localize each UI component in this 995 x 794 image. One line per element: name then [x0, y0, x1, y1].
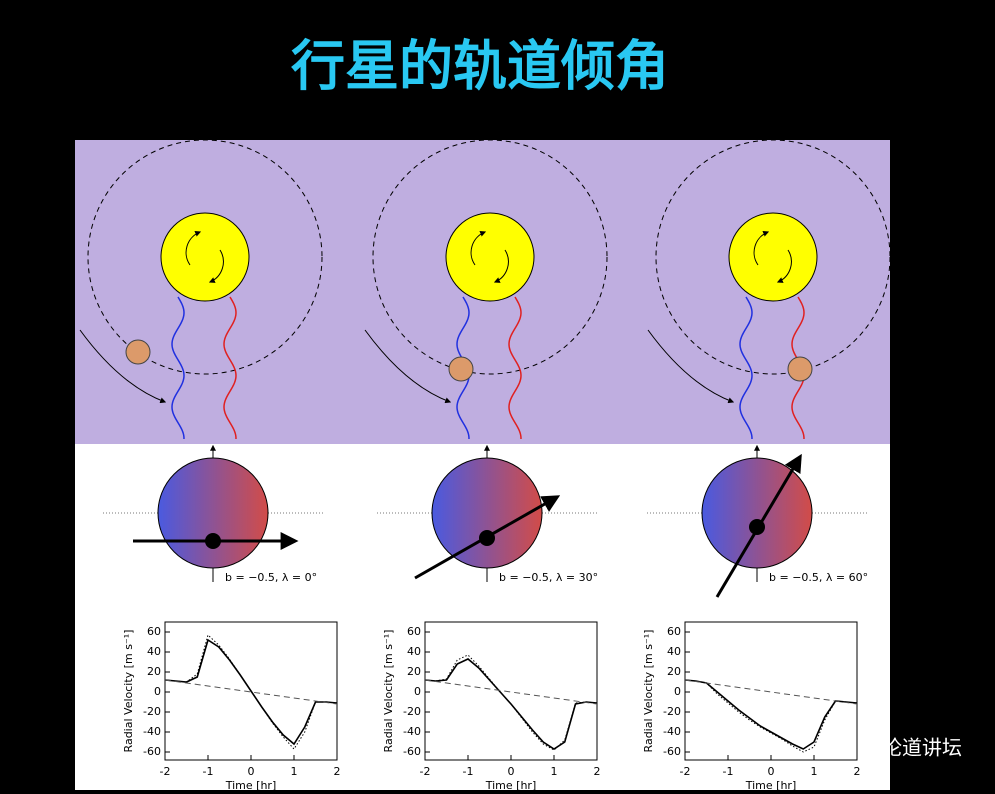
y-tick-label: 60	[407, 625, 421, 638]
panel-label: b = −0.5, λ = 0°	[225, 571, 317, 584]
y-tick-label: -60	[143, 745, 161, 758]
y-tick-label: 20	[407, 665, 421, 678]
planet	[448, 356, 474, 382]
rv-curve	[684, 679, 858, 705]
spin-arrow	[208, 249, 224, 283]
x-axis-label: Time [hr]	[745, 779, 797, 792]
y-axis-label: Radial Velocity [m s⁻¹]	[382, 630, 395, 753]
y-tick-label: 40	[667, 645, 681, 658]
spin-arrow	[493, 249, 509, 283]
panel-label: b = −0.5, λ = 30°	[499, 571, 598, 584]
x-tick-label: 1	[551, 765, 558, 778]
stellar-disk	[431, 457, 543, 569]
red-light	[508, 296, 522, 440]
orbit-arrow	[647, 329, 735, 404]
y-tick-label: -60	[403, 745, 421, 758]
orbit	[372, 139, 608, 375]
x-tick-label: -1	[463, 765, 474, 778]
y-axis-label: Radial Velocity [m s⁻¹]	[642, 630, 655, 753]
x-tick-label: 1	[291, 765, 298, 778]
y-tick-label: 40	[407, 645, 421, 658]
x-tick-label: 0	[248, 765, 255, 778]
watermark: 格致论道讲坛	[842, 736, 962, 760]
star	[445, 212, 535, 302]
orbit-arrow	[364, 329, 452, 404]
planet-disk	[749, 519, 765, 535]
star	[160, 212, 250, 302]
x-tick-label: -1	[723, 765, 734, 778]
red-light	[223, 296, 237, 440]
y-tick-label: -40	[143, 725, 161, 738]
y-tick-label: 40	[147, 645, 161, 658]
blue-light	[739, 296, 753, 440]
spin-arrow	[470, 230, 487, 266]
panel-label: b = −0.5, λ = 60°	[769, 571, 868, 584]
rv-curve	[424, 679, 598, 705]
star	[728, 212, 818, 302]
y-tick-label: 60	[147, 625, 161, 638]
y-tick-label: 0	[414, 685, 421, 698]
spin-arrow	[185, 230, 202, 266]
x-tick-label: 2	[854, 765, 861, 778]
x-tick-label: -2	[160, 765, 171, 778]
y-tick-label: -20	[143, 705, 161, 718]
spin-arrow	[776, 249, 792, 283]
title: 行星的轨道倾角	[291, 35, 669, 98]
y-tick-label: -40	[663, 725, 681, 738]
y-tick-label: 20	[147, 665, 161, 678]
rv-curve	[164, 638, 338, 746]
y-tick-label: 20	[667, 665, 681, 678]
planet-disk	[479, 530, 495, 546]
spin-arrow	[753, 230, 770, 266]
planet	[787, 356, 813, 382]
planet	[125, 339, 151, 365]
y-tick-label: -20	[403, 705, 421, 718]
y-tick-label: -60	[663, 745, 681, 758]
stellar-disk	[701, 457, 813, 569]
y-tick-label: 0	[674, 685, 681, 698]
planet-disk	[205, 533, 221, 549]
stellar-disk	[157, 457, 269, 569]
x-tick-label: -1	[203, 765, 214, 778]
rv-curve	[684, 679, 858, 753]
y-tick-label: -20	[663, 705, 681, 718]
x-tick-label: 2	[334, 765, 341, 778]
blue-light	[171, 296, 185, 440]
x-tick-label: 0	[508, 765, 515, 778]
rv-curve	[164, 679, 338, 705]
y-tick-label: -40	[403, 725, 421, 738]
x-axis-label: Time [hr]	[225, 779, 277, 792]
rv-curve	[684, 679, 858, 750]
orbit-arrow	[79, 329, 167, 404]
orbit	[655, 139, 891, 375]
rv-curve	[424, 654, 598, 751]
x-tick-label: 1	[811, 765, 818, 778]
orbit	[87, 139, 323, 375]
y-axis-label: Radial Velocity [m s⁻¹]	[122, 630, 135, 753]
y-tick-label: 0	[154, 685, 161, 698]
x-axis-label: Time [hr]	[485, 779, 537, 792]
x-tick-label: 2	[594, 765, 601, 778]
y-tick-label: 60	[667, 625, 681, 638]
x-tick-label: 0	[768, 765, 775, 778]
x-tick-label: -2	[420, 765, 431, 778]
x-tick-label: -2	[680, 765, 691, 778]
rv-curve	[164, 634, 338, 750]
